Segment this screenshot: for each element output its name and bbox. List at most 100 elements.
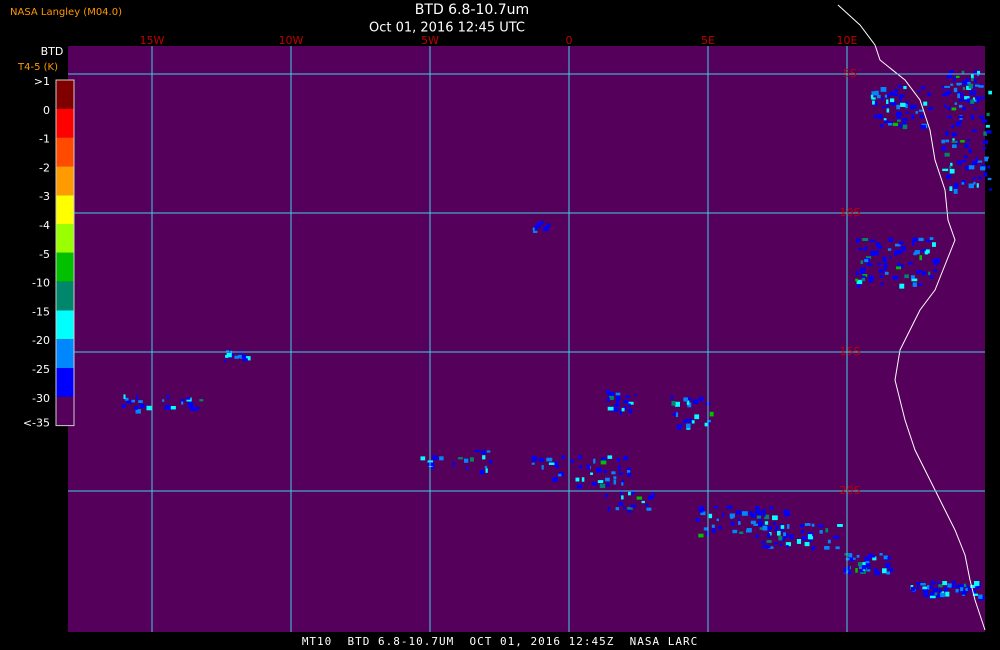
cloud-pixel <box>708 513 713 519</box>
cloud-pixel <box>916 270 921 274</box>
cloud-pixel <box>955 121 962 127</box>
cloud-pixel <box>561 455 565 460</box>
cloud-pixel <box>773 522 777 526</box>
cloud-pixel <box>881 97 884 102</box>
cloud-pixel <box>983 131 987 136</box>
cloud-pixel <box>899 283 905 289</box>
cloud-pixel <box>976 70 981 74</box>
cloud-pixel <box>884 120 889 124</box>
cloud-pixel <box>864 259 869 263</box>
cloud-pixel <box>973 181 976 185</box>
cloud-pixel <box>941 139 946 144</box>
cloud-pixel <box>904 274 909 279</box>
cloud-pixel <box>884 271 889 275</box>
cloud-pixel <box>758 521 764 527</box>
cloud-pixel <box>864 248 867 251</box>
cloud-pixel <box>590 472 593 475</box>
cloud-pixel <box>125 397 129 401</box>
cloud-pixel <box>703 527 709 531</box>
cloud-pixel <box>764 521 769 525</box>
cloud-pixel <box>900 102 906 107</box>
cloud-pixel <box>968 149 972 153</box>
cloud-pixel <box>749 511 753 516</box>
legend-frame <box>55 79 75 427</box>
cloud-pixel <box>242 358 248 362</box>
cloud-pixel <box>873 114 878 119</box>
cloud-pixel <box>900 246 903 249</box>
cloud-pixel <box>539 220 544 225</box>
cloud-pixel <box>616 395 621 400</box>
longitude-label: 5W <box>421 34 439 47</box>
cloud-pixel <box>945 90 951 95</box>
cloud-pixel <box>905 103 908 109</box>
cloud-pixel <box>862 568 866 571</box>
cloud-pixel <box>474 449 480 453</box>
cloud-pixel <box>929 595 936 599</box>
cloud-pixel <box>614 404 620 408</box>
cloud-pixel <box>896 250 902 255</box>
cloud-pixel <box>607 406 614 411</box>
cloud-pixel <box>968 183 975 189</box>
cloud-pixel <box>634 394 637 397</box>
cloud-pixel <box>698 506 705 512</box>
cloud-pixel <box>956 141 959 145</box>
cloud-pixel <box>860 571 866 574</box>
cloud-pixel <box>824 546 830 550</box>
cloud-pixel <box>918 283 923 286</box>
cloud-pixel <box>940 593 945 598</box>
cloud-pixel <box>987 177 992 181</box>
cloud-pixel <box>879 275 885 278</box>
legend-swatch <box>56 137 74 167</box>
cloud-pixel <box>942 581 948 586</box>
cloud-pixel <box>555 465 559 469</box>
cloud-pixel <box>952 144 957 149</box>
cloud-pixel <box>768 546 774 549</box>
cloud-pixel <box>166 395 170 399</box>
cloud-pixel <box>953 188 958 194</box>
cloud-pixel <box>959 118 962 122</box>
legend-label: -25 <box>32 363 50 376</box>
cloud-pixel <box>952 580 956 585</box>
cloud-pixel <box>897 85 902 88</box>
cloud-pixel <box>952 138 955 141</box>
cloud-pixel <box>953 76 956 82</box>
cloud-pixel <box>554 461 558 467</box>
cloud-pixel <box>860 267 866 271</box>
source-label: NASA Langley (M04.0) <box>10 7 122 18</box>
cloud-pixel <box>946 115 952 119</box>
cloud-pixel <box>888 121 893 125</box>
cloud-pixel <box>608 392 615 397</box>
cloud-pixel <box>950 83 954 86</box>
cloud-pixel <box>607 506 610 512</box>
cloud-pixel <box>886 108 890 113</box>
cloud-pixel <box>882 568 887 574</box>
cloud-pixel <box>170 406 176 410</box>
cloud-pixel <box>531 457 538 462</box>
cloud-pixel <box>890 98 895 103</box>
cloud-pixel <box>139 403 146 408</box>
cloud-pixel <box>439 456 444 461</box>
cloud-pixel <box>972 86 975 89</box>
cloud-pixel <box>784 513 791 517</box>
cloud-pixel <box>769 506 774 510</box>
cloud-pixel <box>599 483 606 489</box>
cloud-pixel <box>615 392 621 396</box>
cloud-pixel <box>918 237 924 242</box>
cloud-pixel <box>646 507 652 511</box>
cloud-pixel <box>927 585 930 590</box>
cloud-pixel <box>789 534 794 540</box>
cloud-pixel <box>817 524 824 528</box>
cloud-pixel <box>808 536 814 540</box>
cloud-pixel <box>234 355 239 359</box>
cloud-pixel <box>913 104 917 109</box>
cloud-pixel <box>982 119 987 123</box>
cloud-pixel <box>698 396 704 402</box>
cloud-pixel <box>896 266 902 270</box>
legend: >1 0 -1 -2 -3 -4 -5 -10 -15 -20 -25 -30 <-35 <box>23 75 75 430</box>
cloud-pixel <box>164 405 171 410</box>
cloud-pixels <box>121 70 992 601</box>
cloud-pixel <box>929 275 934 279</box>
cloud-pixel <box>962 87 965 91</box>
legend-swatch <box>56 281 74 311</box>
cloud-pixel <box>922 589 929 593</box>
